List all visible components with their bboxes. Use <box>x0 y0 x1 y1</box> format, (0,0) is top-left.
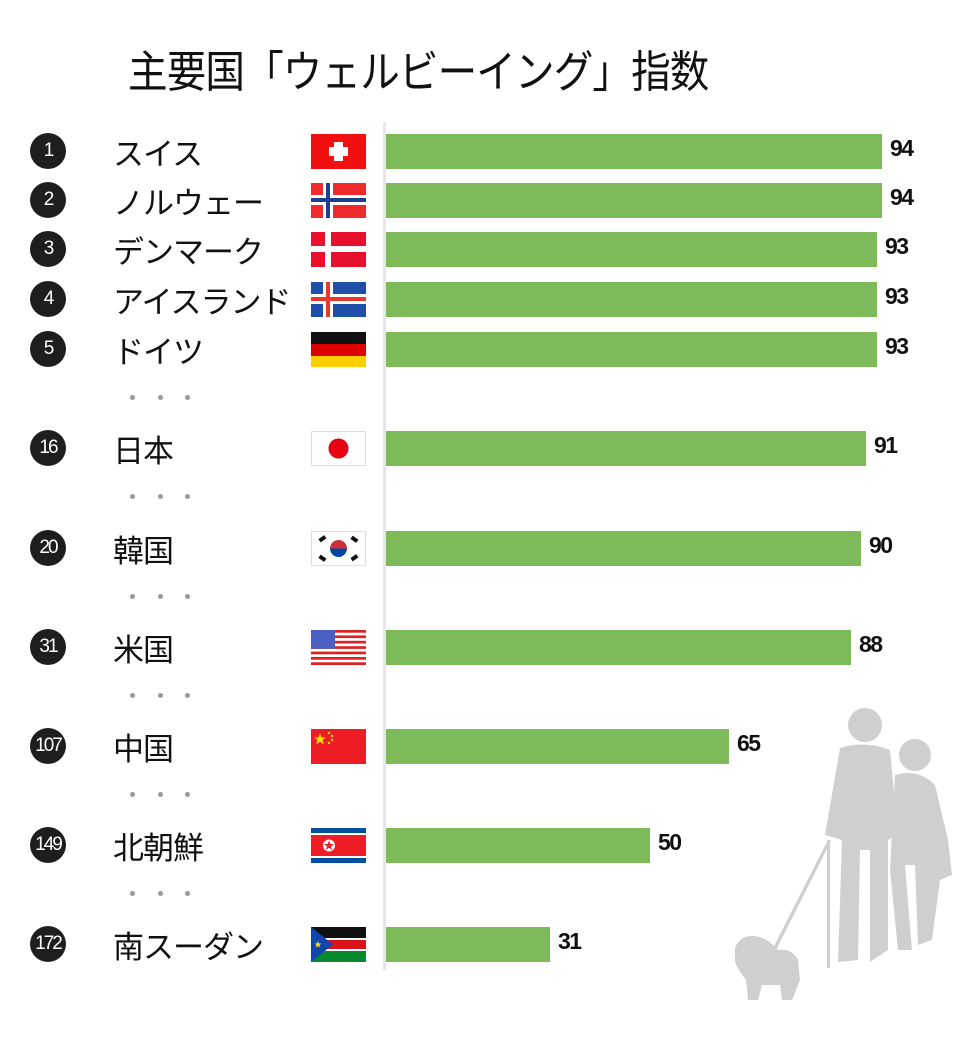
value-bar <box>386 531 861 566</box>
bar-row: 107 中国 65 <box>0 725 979 768</box>
rank-badge: 20 <box>30 530 66 566</box>
ellipsis-separator <box>130 792 190 802</box>
rank-badge: 172 <box>30 926 66 962</box>
rank-badge: 31 <box>30 629 66 665</box>
value-label: 91 <box>874 432 898 458</box>
country-name: 韓国 <box>113 534 174 570</box>
rank-badge: 107 <box>30 728 66 764</box>
country-name: 南スーダン <box>113 930 264 966</box>
value-label: 93 <box>885 233 909 259</box>
bar-row: 1 スイス 94 <box>0 130 979 173</box>
value-bar <box>386 134 882 169</box>
ellipsis-separator <box>130 891 190 901</box>
value-label: 93 <box>885 283 909 309</box>
japan-flag-icon <box>311 431 366 466</box>
rank-badge: 4 <box>30 281 66 317</box>
south-sudan-flag-icon <box>311 927 366 962</box>
chart-title: 主要国「ウェルビーイング」指数 <box>128 47 709 98</box>
bar-row: 16 日本 91 <box>0 427 979 470</box>
bar-row: 4 アイスランド 93 <box>0 278 979 321</box>
value-label: 88 <box>859 631 883 657</box>
value-bar <box>386 630 851 665</box>
value-bar <box>386 927 550 962</box>
value-label: 94 <box>890 184 914 210</box>
ellipsis-separator <box>130 693 190 703</box>
rank-badge: 149 <box>30 827 66 863</box>
china-flag-icon <box>311 729 366 764</box>
iceland-flag-icon <box>311 282 366 317</box>
country-name: 米国 <box>113 633 174 669</box>
value-label: 94 <box>890 135 914 161</box>
value-bar <box>386 431 866 466</box>
value-bar <box>386 828 650 863</box>
bar-row: 20 韓国 90 <box>0 527 979 570</box>
country-name: 日本 <box>113 434 174 470</box>
value-bar <box>386 729 729 764</box>
country-name: デンマーク <box>113 235 264 271</box>
norway-flag-icon <box>311 183 366 218</box>
axis-line <box>383 122 386 970</box>
south-korea-flag-icon <box>311 531 366 566</box>
value-label: 65 <box>737 730 761 756</box>
value-label: 50 <box>658 829 682 855</box>
value-bar <box>386 332 877 367</box>
value-label: 90 <box>869 532 893 558</box>
bar-row: 3 デンマーク 93 <box>0 228 979 271</box>
rank-badge: 5 <box>30 331 66 367</box>
rank-badge: 3 <box>30 231 66 267</box>
bar-row: 5 ドイツ 93 <box>0 328 979 371</box>
bar-row: 31 米国 88 <box>0 626 979 669</box>
country-name: 中国 <box>113 732 174 768</box>
ellipsis-separator <box>130 395 190 405</box>
usa-flag-icon <box>311 630 366 665</box>
germany-flag-icon <box>311 332 366 367</box>
denmark-flag-icon <box>311 232 366 267</box>
country-name: 北朝鮮 <box>113 831 204 867</box>
value-bar <box>386 232 877 267</box>
north-korea-flag-icon <box>311 828 366 863</box>
switzerland-flag-icon <box>311 134 366 169</box>
country-name: スイス <box>113 137 203 173</box>
rank-badge: 1 <box>30 133 66 169</box>
value-bar <box>386 183 882 218</box>
country-name: ノルウェー <box>113 186 264 222</box>
rank-badge: 16 <box>30 430 66 466</box>
country-name: アイスランド <box>113 285 292 321</box>
rank-badge: 2 <box>30 182 66 218</box>
value-bar <box>386 282 877 317</box>
ellipsis-separator <box>130 494 190 504</box>
elderly-couple-with-dog-illustration <box>735 708 952 1000</box>
bar-row: 172 南スーダン 31 <box>0 923 979 966</box>
bar-row: 2 ノルウェー 94 <box>0 179 979 222</box>
value-label: 31 <box>558 928 582 954</box>
ellipsis-separator <box>130 594 190 604</box>
value-label: 93 <box>885 333 909 359</box>
country-name: ドイツ <box>113 335 204 371</box>
bar-row: 149 北朝鮮 50 <box>0 824 979 867</box>
